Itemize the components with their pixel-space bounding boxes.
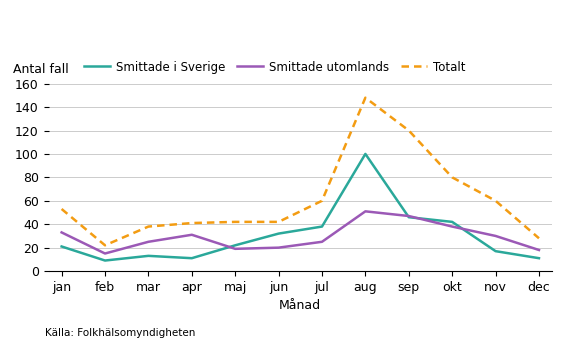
Smittade i Sverige (232, 243, 239, 247)
Totalt (101, 243, 108, 247)
Smittade i Sverige (188, 256, 195, 260)
Smittade utomlands (101, 251, 108, 255)
Smittade utomlands (492, 234, 499, 238)
Smittade utomlands (536, 248, 543, 252)
Totalt (188, 221, 195, 225)
Smittade i Sverige (448, 220, 455, 224)
Smittade i Sverige (492, 249, 499, 253)
Totalt (536, 236, 543, 240)
Smittade i Sverige (275, 232, 282, 236)
Smittade utomlands (145, 240, 152, 244)
Smittade utomlands (448, 224, 455, 228)
Smittade i Sverige (145, 254, 152, 258)
Smittade utomlands (58, 231, 65, 235)
Totalt (145, 224, 152, 228)
Smittade utomlands (405, 214, 412, 218)
Smittade utomlands (319, 240, 325, 244)
Smittade i Sverige (362, 152, 369, 156)
X-axis label: Månad: Månad (279, 299, 321, 312)
Smittade utomlands (362, 209, 369, 213)
Smittade i Sverige (319, 224, 325, 228)
Smittade utomlands (188, 233, 195, 237)
Totalt (319, 199, 325, 203)
Totalt (275, 220, 282, 224)
Smittade i Sverige (405, 215, 412, 219)
Smittade i Sverige (101, 258, 108, 263)
Smittade i Sverige (58, 244, 65, 249)
Smittade utomlands (232, 247, 239, 251)
Line: Totalt: Totalt (62, 98, 539, 245)
Text: Källa: Folkhälsomyndigheten: Källa: Folkhälsomyndigheten (45, 328, 196, 338)
Totalt (362, 96, 369, 100)
Totalt (58, 207, 65, 211)
Line: Smittade i Sverige: Smittade i Sverige (62, 154, 539, 261)
Totalt (448, 175, 455, 179)
Y-axis label: Antal fall: Antal fall (14, 63, 69, 76)
Legend: Smittade i Sverige, Smittade utomlands, Totalt: Smittade i Sverige, Smittade utomlands, … (80, 56, 471, 78)
Totalt (232, 220, 239, 224)
Smittade utomlands (275, 246, 282, 250)
Totalt (492, 199, 499, 203)
Totalt (405, 129, 412, 133)
Smittade i Sverige (536, 256, 543, 260)
Line: Smittade utomlands: Smittade utomlands (62, 211, 539, 253)
